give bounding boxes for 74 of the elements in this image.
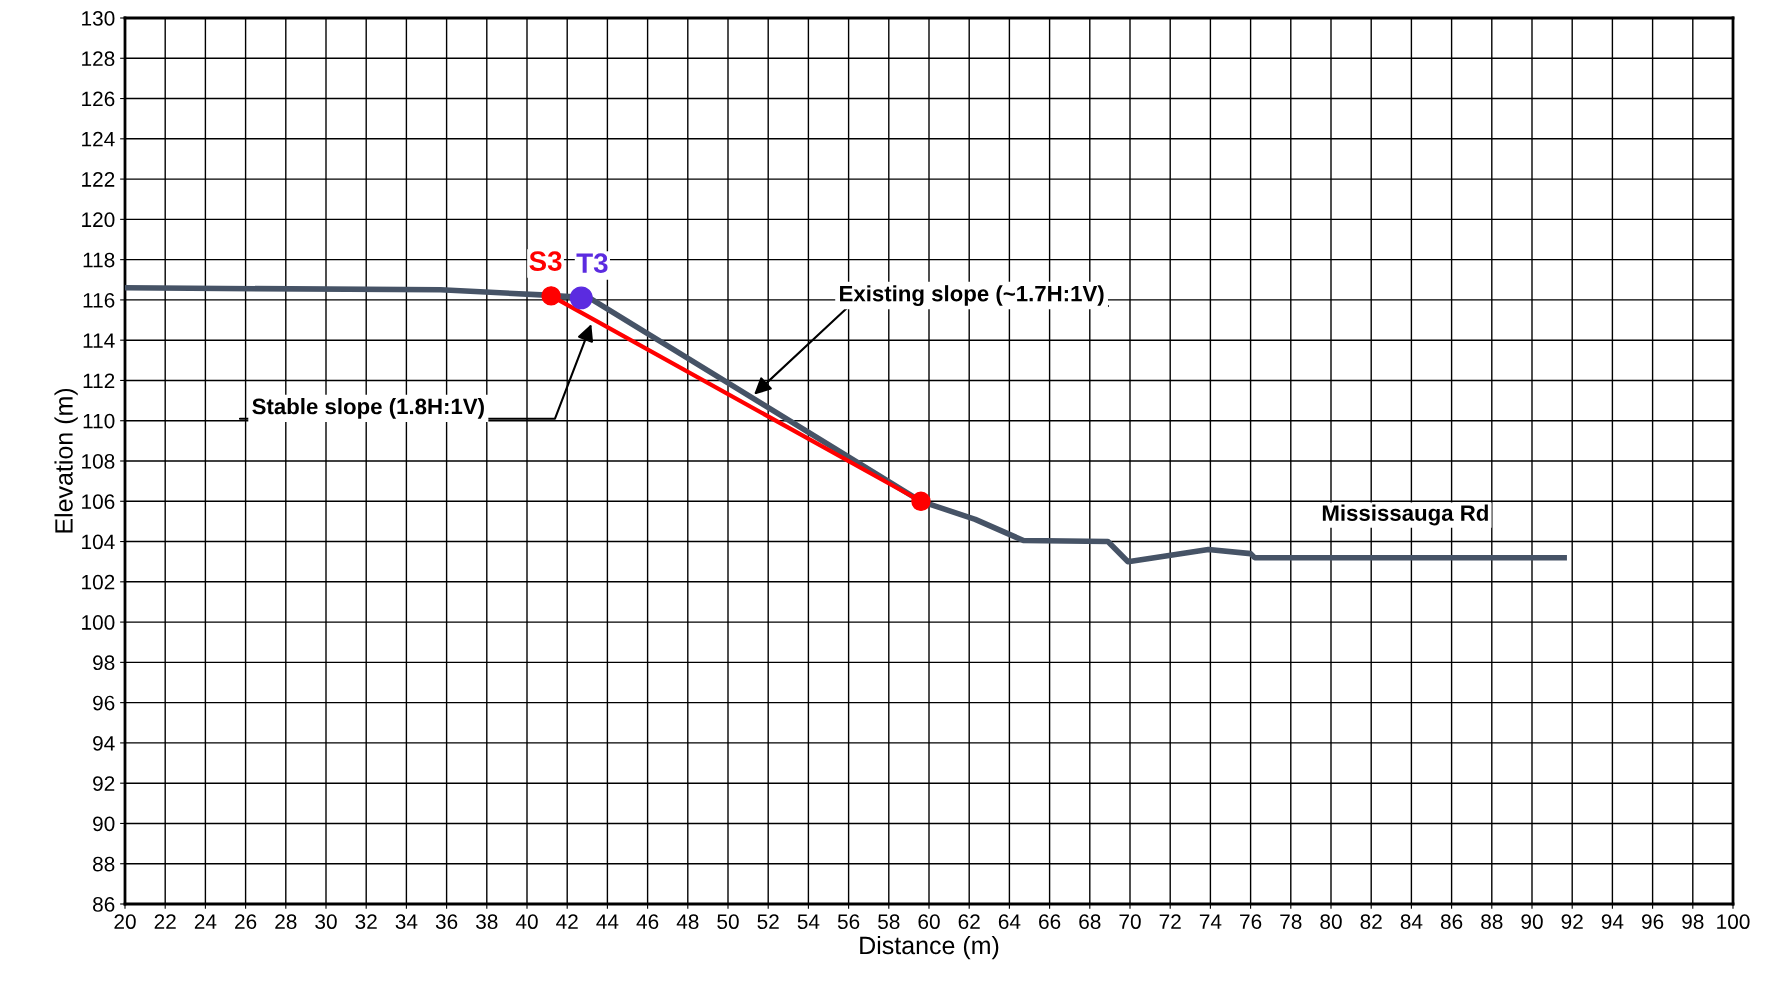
x-tick-label: 74 (1199, 914, 1222, 929)
x-tick-label: 100 (1717, 914, 1750, 930)
y-tick-label: 98 (93, 655, 115, 671)
y-tick-label: 126 (82, 91, 115, 107)
x-tick-label: 48 (676, 914, 699, 930)
point (569, 286, 593, 310)
y-tick-label: 92 (93, 776, 115, 791)
y-tick-label: 130 (82, 11, 115, 26)
point (911, 491, 931, 511)
x-tick-label: 80 (1320, 914, 1342, 930)
x-tick-label: 96 (1641, 914, 1664, 930)
x-axis-title: Distance (m) (860, 935, 999, 960)
x-tick-label: 84 (1400, 914, 1423, 930)
x-tick-label: 62 (958, 914, 980, 930)
x-tick-label: 90 (1521, 914, 1543, 930)
x-tick-label: 64 (998, 914, 1021, 930)
y-tick-label: 104 (82, 534, 115, 550)
x-tick-label: 68 (1079, 914, 1101, 930)
x-tick-label: 54 (797, 914, 820, 930)
x-tick-label: 42 (556, 914, 578, 929)
series-label: T3 (576, 253, 608, 273)
y-tick-label: 110 (83, 413, 115, 429)
y-tick-label: 118 (83, 252, 115, 268)
x-tick-label: 76 (1240, 914, 1262, 930)
annotation: Mississauga Rd (1322, 504, 1488, 526)
x-tick-label: 32 (355, 914, 377, 930)
x-tick-label: 88 (1481, 914, 1503, 930)
x-tick-label: 44 (596, 914, 619, 929)
y-tick-label: 94 (93, 735, 115, 751)
y-tick-label: 120 (82, 212, 115, 228)
y-tick-label: 102 (82, 574, 115, 590)
x-tick-label: 24 (194, 914, 217, 929)
x-tick-label: 56 (837, 914, 860, 930)
y-tick-label: 112 (83, 373, 115, 388)
y-tick-label: 100 (82, 615, 115, 630)
x-tick-label: 82 (1360, 914, 1382, 930)
x-tick-label: 60 (918, 914, 940, 930)
y-tick-label: 114 (83, 333, 115, 348)
x-tick-label: 36 (435, 914, 458, 930)
y-tick-label: 88 (93, 856, 115, 872)
x-tick-label: 40 (515, 914, 538, 930)
x-tick-label: 34 (395, 914, 418, 930)
y-tick-label: 96 (93, 695, 115, 711)
y-tick-label: 124 (82, 131, 115, 147)
x-tick-label: 52 (757, 914, 779, 930)
x-tick-label: 38 (476, 914, 498, 930)
y-tick-label: 122 (82, 172, 115, 187)
x-tick-label: 28 (275, 914, 297, 930)
y-tick-label: 116 (83, 292, 115, 308)
y-axis-title: Elevation (m) (54, 388, 78, 533)
y-tick-label: 108 (82, 454, 115, 469)
x-tick-label: 92 (1561, 914, 1583, 930)
annotation: Stable slope (1.8H:1V) (252, 398, 484, 419)
x-tick-label: 30 (315, 914, 337, 930)
x-tick-label: 94 (1601, 914, 1624, 930)
y-tick-label: 128 (82, 51, 115, 67)
x-tick-label: 46 (636, 914, 659, 930)
x-tick-label: 98 (1682, 914, 1704, 930)
annotation: Existing slope (~1.7H:1V) (840, 285, 1104, 306)
x-tick-label: 22 (154, 914, 176, 929)
x-tick-label: 72 (1159, 914, 1181, 929)
x-tick-label: 66 (1039, 914, 1061, 930)
point (541, 286, 561, 306)
x-tick-label: 50 (717, 914, 739, 930)
x-tick-label: 78 (1280, 914, 1302, 930)
y-tick-label: 86 (93, 897, 115, 912)
x-tick-label: 70 (1119, 914, 1141, 930)
series-label: S3 (529, 251, 562, 271)
x-tick-label: 86 (1440, 914, 1463, 930)
y-tick-label: 106 (82, 494, 115, 510)
x-tick-label: 26 (235, 914, 257, 930)
y-tick-label: 90 (93, 816, 115, 832)
x-tick-label: 58 (878, 914, 900, 930)
x-tick-label: 20 (114, 914, 136, 930)
